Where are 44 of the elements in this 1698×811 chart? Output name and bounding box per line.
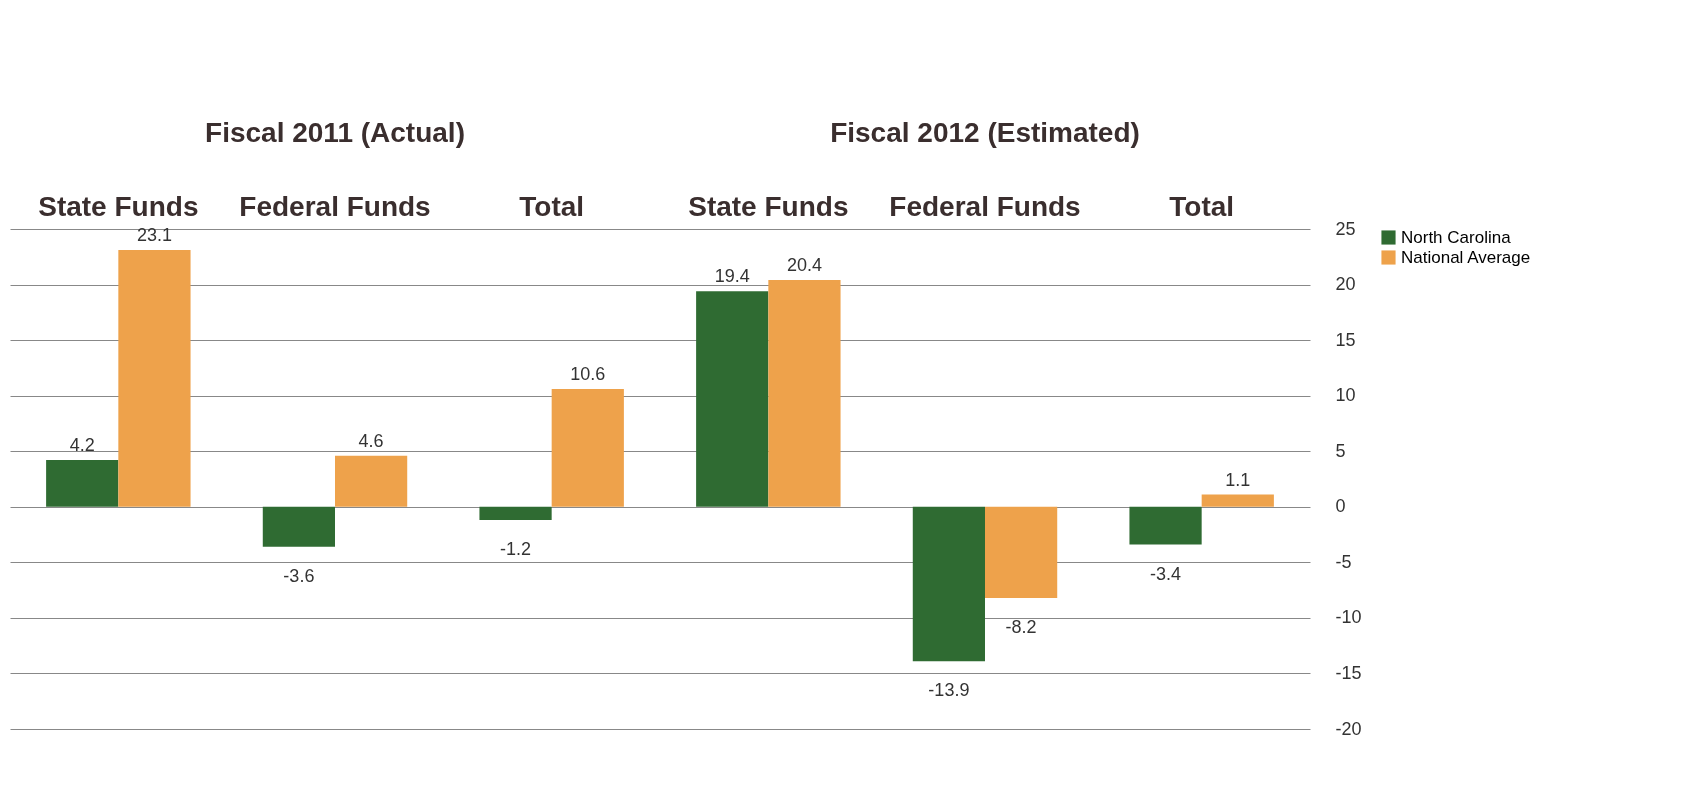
bar xyxy=(551,389,624,507)
data-label: 20.4 xyxy=(786,255,822,276)
y-tick-label: 15 xyxy=(1335,329,1356,350)
bar xyxy=(985,506,1058,598)
data-label: 23.1 xyxy=(136,225,172,246)
legend-label: National Average xyxy=(1401,247,1531,267)
text: Fiscal 2011 (Actual) xyxy=(205,117,465,148)
data-label: 19.4 xyxy=(714,266,750,287)
y-tick-label: 0 xyxy=(1335,496,1346,517)
bar xyxy=(696,291,769,507)
y-tick-label: -10 xyxy=(1335,607,1362,628)
bar xyxy=(118,250,191,507)
y-tick-label: -5 xyxy=(1335,551,1352,572)
data-label: 10.6 xyxy=(570,364,606,384)
data-label: -1.2 xyxy=(500,539,532,560)
text: Fiscal 2012 (Estimated) xyxy=(830,117,1140,148)
bar xyxy=(768,280,841,507)
data-label: -3.4 xyxy=(1150,563,1182,584)
data-label: -8.2 xyxy=(1005,616,1037,637)
x-tick-label: Total xyxy=(1169,190,1235,222)
x-tick-label: State Funds xyxy=(688,190,849,222)
y-tick-label: 25 xyxy=(1335,218,1356,239)
bar xyxy=(262,506,335,547)
data-label: -13.9 xyxy=(928,680,970,701)
x-tick-label: State Funds xyxy=(38,190,199,222)
bar xyxy=(335,455,408,507)
bar xyxy=(479,506,552,521)
y-tick-label: 10 xyxy=(1335,385,1356,406)
bar xyxy=(1201,494,1274,507)
data-label: 4.2 xyxy=(69,435,95,456)
y-tick-label: 5 xyxy=(1335,440,1346,461)
bar xyxy=(1129,506,1202,545)
data-label: 1.1 xyxy=(1225,469,1251,490)
x-tick-label: Federal Funds xyxy=(239,190,431,222)
legend-label: North Carolina xyxy=(1401,227,1512,247)
y-tick-label: 20 xyxy=(1335,274,1356,295)
data-label: 4.6 xyxy=(358,430,384,451)
x-tick-label: Total xyxy=(519,190,585,222)
x-tick-label: Federal Funds xyxy=(889,190,1081,222)
bar xyxy=(46,460,119,507)
y-tick-label: -15 xyxy=(1335,662,1362,683)
bar xyxy=(912,506,985,662)
data-label: -3.6 xyxy=(283,565,315,586)
y-tick-label: -20 xyxy=(1335,718,1362,739)
